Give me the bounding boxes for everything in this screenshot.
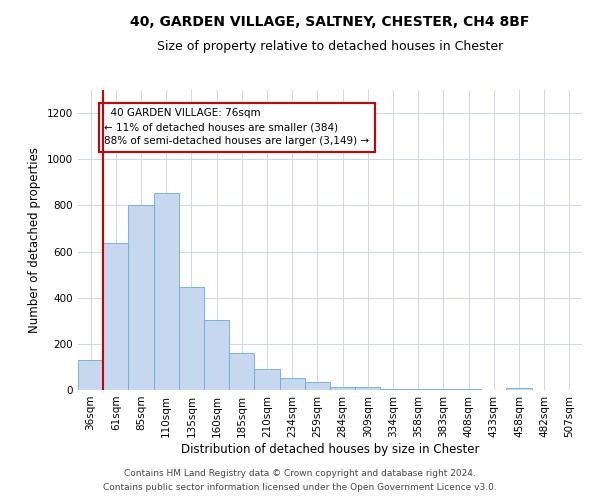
Bar bbox=[506, 388, 532, 390]
Bar bbox=[229, 353, 254, 390]
X-axis label: Distribution of detached houses by size in Chester: Distribution of detached houses by size … bbox=[181, 442, 479, 456]
Bar bbox=[330, 386, 355, 390]
Bar bbox=[280, 378, 305, 390]
Text: 40 GARDEN VILLAGE: 76sqm
← 11% of detached houses are smaller (384)
88% of semi-: 40 GARDEN VILLAGE: 76sqm ← 11% of detach… bbox=[104, 108, 370, 146]
Text: 40, GARDEN VILLAGE, SALTNEY, CHESTER, CH4 8BF: 40, GARDEN VILLAGE, SALTNEY, CHESTER, CH… bbox=[130, 15, 530, 29]
Text: Size of property relative to detached houses in Chester: Size of property relative to detached ho… bbox=[157, 40, 503, 53]
Bar bbox=[103, 244, 128, 390]
Bar bbox=[179, 288, 204, 390]
Text: Contains public sector information licensed under the Open Government Licence v3: Contains public sector information licen… bbox=[103, 484, 497, 492]
Bar bbox=[154, 192, 179, 390]
Bar bbox=[78, 360, 103, 390]
Bar bbox=[431, 389, 456, 390]
Bar bbox=[380, 389, 406, 390]
Bar bbox=[355, 386, 380, 390]
Y-axis label: Number of detached properties: Number of detached properties bbox=[28, 147, 41, 333]
Bar bbox=[128, 206, 154, 390]
Bar bbox=[204, 320, 229, 390]
Bar bbox=[456, 389, 481, 390]
Bar bbox=[406, 389, 431, 390]
Bar bbox=[254, 369, 280, 390]
Bar bbox=[305, 382, 330, 390]
Text: Contains HM Land Registry data © Crown copyright and database right 2024.: Contains HM Land Registry data © Crown c… bbox=[124, 468, 476, 477]
